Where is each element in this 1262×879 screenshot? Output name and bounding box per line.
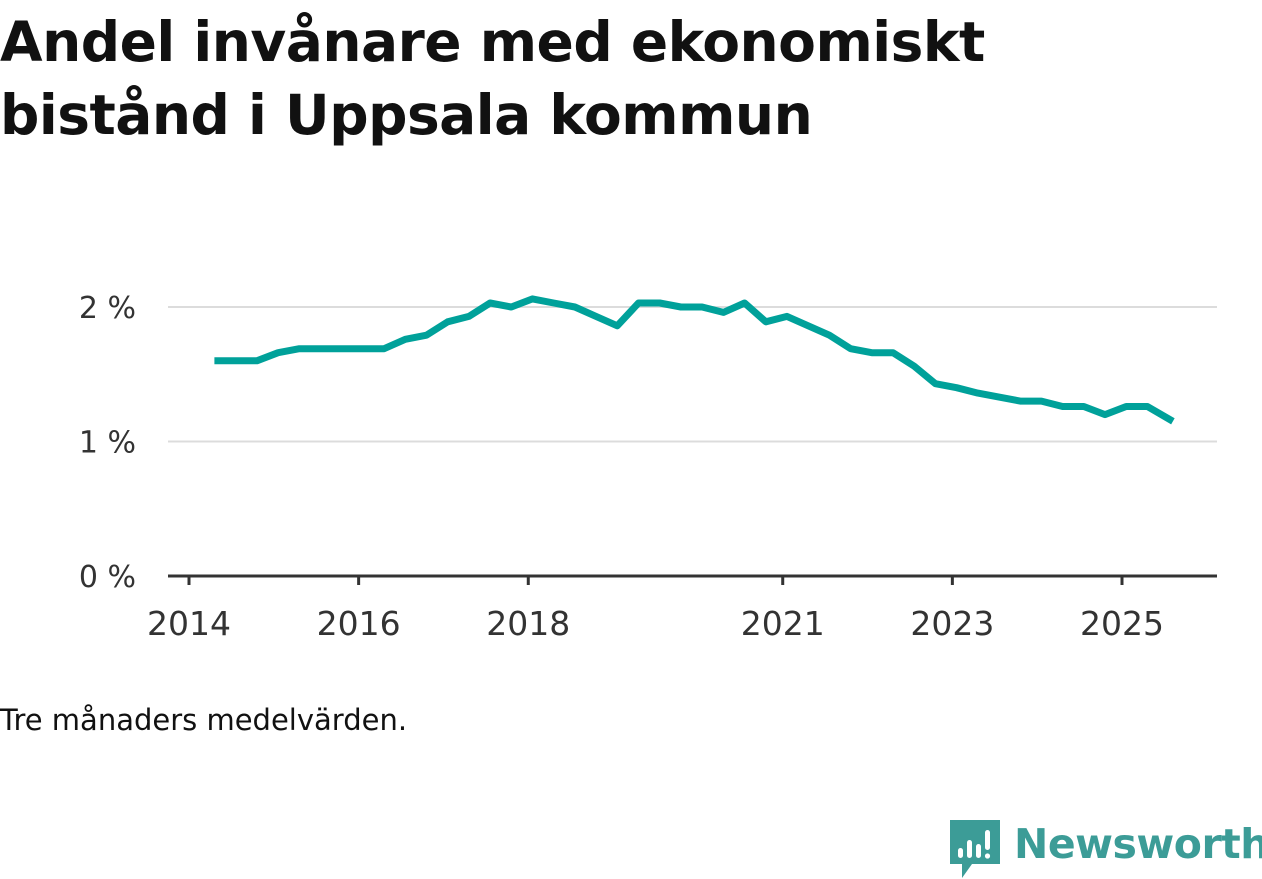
newsworthy-logo-text: Newsworthy (1014, 820, 1262, 868)
x-axis (168, 574, 1217, 585)
data-point (1170, 418, 1176, 424)
chart-caption: Tre månaders medelvärden. (0, 703, 408, 737)
data-point (1038, 398, 1044, 404)
chart-title: Andel invånare med ekonomiskt bistånd i … (0, 10, 985, 147)
data-point (572, 304, 578, 310)
data-point (657, 300, 663, 306)
x-tick-label: 2023 (910, 604, 994, 643)
series-layer (211, 295, 1176, 425)
x-tick-label: 2025 (1080, 604, 1164, 643)
data-point (826, 332, 832, 338)
data-point (975, 390, 981, 396)
x-tick-label: 2021 (741, 604, 825, 643)
data-point (848, 346, 854, 352)
data-point (423, 332, 429, 338)
data-point (254, 358, 260, 364)
data-point (381, 346, 387, 352)
line-chart: 0 % 1 % 2 % 2014 2016 2018 2021 2023 2025 (79, 291, 1217, 643)
newsworthy-logo-icon (950, 820, 1000, 878)
data-point (996, 394, 1002, 400)
data-point (211, 358, 217, 364)
data-point (678, 304, 684, 310)
data-point (233, 358, 239, 364)
data-point (445, 319, 451, 325)
data-point (890, 350, 896, 356)
data-point (614, 323, 620, 329)
data-point (466, 313, 472, 319)
data-point (1102, 412, 1108, 418)
data-point (1060, 404, 1066, 410)
data-point (275, 350, 281, 356)
data-point (805, 323, 811, 329)
data-point (339, 346, 345, 352)
data-point (720, 309, 726, 315)
data-point (932, 381, 938, 387)
series-line (214, 295, 1175, 425)
data-point (699, 304, 705, 310)
data-point (530, 296, 536, 302)
y-tick-label: 0 % (79, 560, 136, 595)
y-tick-label: 2 % (79, 291, 136, 326)
data-point (508, 304, 514, 310)
x-tick-label: 2014 (147, 604, 231, 643)
data-point (954, 385, 960, 391)
data-point (593, 313, 599, 319)
data-point (1144, 404, 1150, 410)
data-point (402, 336, 408, 342)
data-point (742, 300, 748, 306)
data-point (869, 350, 875, 356)
data-point (1123, 404, 1129, 410)
data-point (763, 319, 769, 325)
data-point (784, 313, 790, 319)
y-axis-tick-labels: 0 % 1 % 2 % (79, 291, 136, 595)
data-point (296, 346, 302, 352)
newsworthy-logo[interactable]: Newsworthy (950, 818, 1262, 879)
x-axis-tick-labels: 2014 2016 2018 2021 2023 2025 (147, 604, 1164, 643)
data-point (911, 363, 917, 369)
data-point (487, 300, 493, 306)
data-point (1017, 398, 1023, 404)
data-point (636, 300, 642, 306)
data-point (1081, 404, 1087, 410)
data-point (317, 346, 323, 352)
grid-lines (168, 306, 1217, 443)
x-tick-label: 2016 (317, 604, 401, 643)
data-point (551, 300, 557, 306)
y-tick-label: 1 % (79, 426, 136, 461)
data-point (360, 346, 366, 352)
x-tick-label: 2018 (486, 604, 570, 643)
